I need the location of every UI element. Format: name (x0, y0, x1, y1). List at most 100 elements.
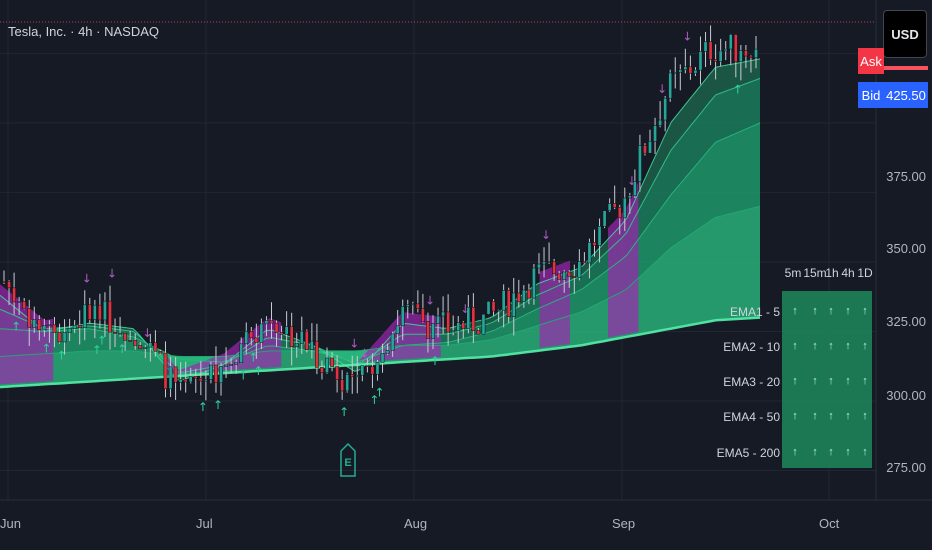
candle-body (98, 304, 102, 321)
price-tick: 275.00 (886, 460, 926, 475)
candle-body (754, 48, 758, 58)
candle-body (249, 331, 254, 339)
candle-body (380, 353, 385, 363)
candle-body (552, 261, 556, 275)
candle-body (658, 119, 662, 126)
candle-body (279, 332, 284, 335)
candle-body (633, 181, 637, 196)
candle-body (204, 379, 208, 382)
candle-body (643, 145, 647, 154)
ema-trend-arrow: ↑ (862, 375, 868, 387)
ema-line (0, 316, 761, 389)
candle-body (340, 379, 344, 392)
candle-body (113, 331, 117, 334)
candle-body (335, 366, 339, 380)
ema-line (0, 205, 761, 357)
candle-body (72, 324, 77, 329)
ema-trend-arrow: ↑ (792, 410, 798, 422)
candle-body (527, 289, 531, 299)
candle-body (375, 362, 380, 375)
candle-body (234, 362, 239, 365)
ema-row-label: EMA2 - 10 (723, 340, 780, 354)
ema-trend-arrow: ↑ (828, 305, 834, 317)
ema-trend-arrow: ↑ (792, 340, 798, 352)
candle-body (264, 320, 269, 325)
ema-trend-arrow: ↑ (812, 410, 818, 422)
candle-body (239, 343, 244, 364)
candle-body (27, 308, 32, 328)
currency-button[interactable]: USD (883, 10, 927, 58)
candle-body (320, 367, 324, 373)
ema-line (0, 77, 761, 373)
ema-trend-arrow: ↑ (812, 305, 818, 317)
candle-body (92, 304, 97, 320)
candle-body (133, 340, 138, 346)
candle-body (431, 323, 435, 339)
candle-body (299, 330, 304, 344)
candle-body (224, 364, 228, 367)
candle-body (572, 276, 577, 278)
buy-signal-arrow: ↑ (41, 342, 51, 356)
time-tick: Oct (819, 516, 840, 531)
sell-signal-arrow: ↓ (82, 271, 92, 285)
ema-trend-arrow: ↑ (812, 446, 818, 458)
candle-body (597, 225, 602, 246)
candle-body (749, 55, 753, 58)
sell-signal-arrow: ↓ (107, 267, 117, 281)
candle-body (123, 332, 127, 341)
buy-signal-arrow: ↑ (374, 386, 384, 400)
candle-body (612, 203, 617, 208)
earnings-marker[interactable]: E (340, 442, 356, 477)
candle-body (587, 242, 592, 264)
candle-body (511, 292, 516, 317)
candle-body (708, 41, 713, 60)
ema-trend-arrow: ↑ (862, 305, 868, 317)
ema-trend-arrow: ↑ (845, 305, 851, 317)
ema-bear-band (539, 260, 570, 348)
candle-body (739, 50, 743, 63)
ema-row-label: EMA4 - 50 (723, 410, 780, 424)
candle-body (678, 69, 683, 73)
candle-body (728, 34, 733, 50)
candle-body (562, 271, 567, 280)
ema-trend-arrow: ↑ (812, 375, 818, 387)
buy-signal-arrow: ↑ (253, 364, 263, 378)
candle-body (2, 281, 6, 283)
price-tick: 375.00 (886, 169, 926, 184)
candle-body (718, 50, 723, 62)
sell-signal-arrow: ↓ (541, 228, 551, 242)
candle-body (108, 300, 112, 333)
candle-body (77, 324, 82, 328)
buy-signal-arrow: ↑ (97, 334, 107, 348)
candle-body (138, 345, 143, 350)
candle-body (476, 330, 481, 335)
candle-body (405, 304, 410, 307)
candle-body (547, 261, 551, 264)
bid-label: Bid (858, 82, 884, 108)
symbol-title: Tesla, Inc. · 4h · NASDAQ (8, 24, 159, 39)
candle-body (436, 315, 440, 325)
candle-body (188, 376, 193, 383)
candle-body (446, 311, 450, 333)
candle-body (178, 379, 183, 383)
candle-body (733, 34, 738, 63)
candle-body (577, 261, 582, 278)
candle-body (153, 342, 158, 352)
candle-body (698, 51, 703, 71)
candle-body (390, 333, 395, 351)
ema-trend-arrow: ↑ (862, 340, 868, 352)
ema-trend-arrow: ↑ (845, 375, 851, 387)
candle-body (663, 97, 668, 121)
candle-body (214, 364, 218, 384)
candle-body (516, 292, 521, 303)
candle-body (461, 322, 466, 329)
ema-table-bg (782, 291, 872, 468)
ema-bear-band (608, 181, 639, 338)
candle-body (481, 313, 486, 335)
ema-trend-arrow: ↑ (828, 340, 834, 352)
candle-body (269, 320, 274, 324)
candle-body (744, 50, 748, 57)
candle-body (723, 48, 728, 52)
candle-body (638, 145, 642, 182)
